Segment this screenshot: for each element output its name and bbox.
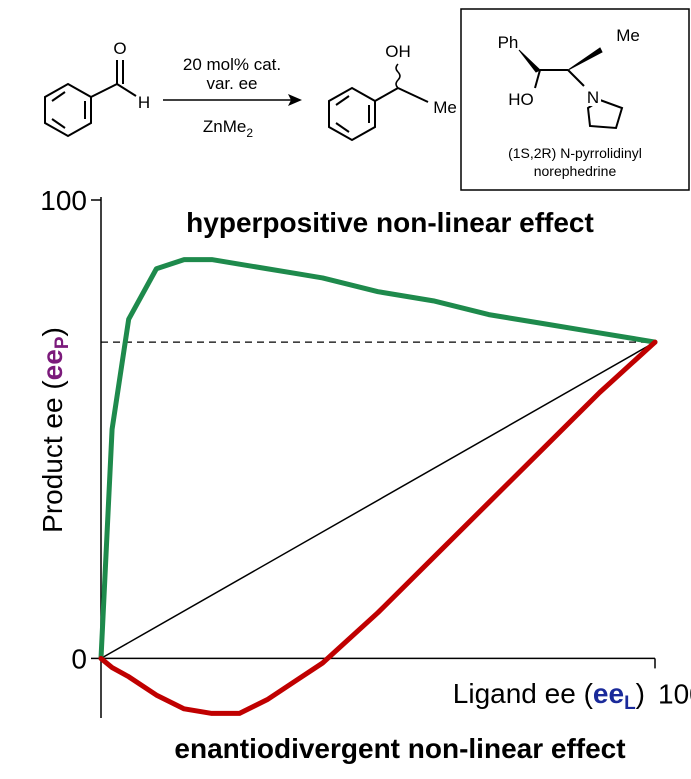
arrow-head: [288, 94, 302, 106]
atom-label: OH: [385, 42, 411, 61]
benzaldehyde-structure: [44, 60, 137, 138]
annotation: enantiodivergent non-linear effect: [174, 733, 625, 764]
atom-label: O: [113, 39, 126, 58]
y-axis-label: Product ee (eeP): [37, 327, 73, 533]
catalyst-name: norephedrine: [534, 163, 617, 179]
reagent: ZnMe2: [203, 117, 253, 140]
label-text: Product ee (: [37, 380, 68, 533]
x-axis-label: Ligand ee (eeL): [453, 678, 645, 714]
label-symbol: ee: [593, 678, 624, 709]
atom-label: Ph: [498, 33, 519, 52]
y-tick-label: 0: [71, 643, 87, 674]
catalyst-structure: [518, 47, 624, 130]
label-subscript: L: [624, 693, 636, 714]
atom-label: HO: [508, 90, 534, 109]
reagent-sub: 2: [246, 126, 253, 140]
annotation: hyperpositive non-linear effect: [186, 207, 594, 238]
atom-label: Me: [616, 26, 640, 45]
condition: var. ee: [206, 74, 257, 93]
label-text: ): [37, 327, 68, 336]
label-text: ): [636, 678, 645, 709]
condition: 20 mol% cat.: [183, 55, 281, 74]
linear-reference-line: [100, 341, 656, 660]
catalyst-name: (1S,2R) N-pyrrolidinyl: [508, 145, 642, 161]
reagent-main: ZnMe: [203, 117, 246, 136]
atom-label: Me: [433, 98, 457, 117]
series-line: [98, 257, 658, 661]
label-symbol: ee: [37, 349, 68, 380]
atom-label: N: [587, 88, 599, 107]
label-backdrop: [585, 88, 601, 106]
plot: 0 100 100: [40, 185, 691, 718]
product-structure: [328, 63, 429, 142]
series-line: [98, 339, 658, 716]
label-subscript: P: [52, 336, 73, 349]
y-tick-label: 100: [40, 185, 87, 216]
label-text: Ligand ee (: [453, 678, 594, 709]
x-tick-label: 100: [658, 678, 691, 709]
atom-label: H: [138, 93, 150, 112]
catalyst-box: [460, 8, 690, 191]
